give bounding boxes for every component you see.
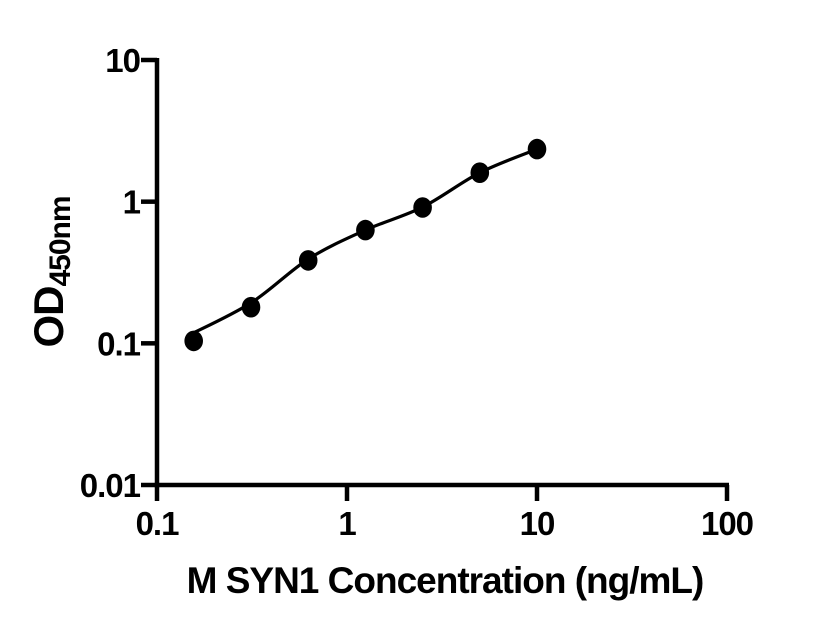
data-point <box>356 219 375 241</box>
y-tick-label: 10 <box>105 42 140 79</box>
y-axis-title: OD450nm <box>25 172 77 372</box>
y-axis-title-subscript: 450nm <box>44 196 77 287</box>
data-point <box>298 250 318 271</box>
data-point <box>241 296 261 318</box>
x-axis-title: M SYN1 Concentration (ng/mL) <box>186 560 705 601</box>
y-axis-title-main: OD <box>25 286 72 348</box>
x-tick-label: 10 <box>520 505 555 542</box>
x-tick-label: 1 <box>338 505 356 542</box>
y-tick-label: 1 <box>123 184 141 221</box>
y-tick-label: 0.1 <box>97 325 141 362</box>
data-point <box>470 162 490 183</box>
x-tick-label: 100 <box>701 505 753 542</box>
y-tick-label: 0.01 <box>80 467 141 504</box>
data-point <box>527 138 547 160</box>
data-point <box>413 197 432 218</box>
x-tick-label: 0.1 <box>136 505 180 542</box>
data-point <box>184 330 203 352</box>
